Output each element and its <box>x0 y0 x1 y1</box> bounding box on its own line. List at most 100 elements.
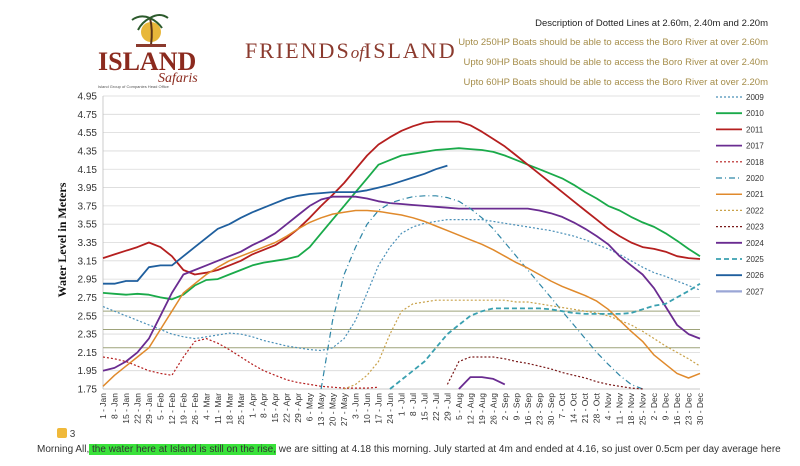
series-line-2010 <box>102 147 701 301</box>
x-tick-label: 26 - Feb <box>190 393 200 425</box>
legend-label-2022: 2022 <box>746 206 764 215</box>
comment-rest: we are sitting at 4.18 this morning. Jul… <box>276 444 781 455</box>
friends-of-island-logo: FRIENDSofISLAND <box>245 38 457 64</box>
y-tick-label: 4.55 <box>78 128 98 139</box>
x-tick-label: 3 - Jun <box>351 393 361 419</box>
y-tick-label: 3.15 <box>78 256 98 267</box>
x-tick-label: 12 - Aug <box>465 393 475 425</box>
description-line-240: Upto 90HP Boats should be able to access… <box>463 57 768 68</box>
x-tick-label: 29 - Apr <box>293 393 303 423</box>
reactions[interactable]: 3 <box>57 428 75 440</box>
y-tick-label: 1.75 <box>78 385 98 396</box>
chart-gridlines <box>102 95 700 390</box>
x-tick-label: 9 - Sep <box>511 393 521 421</box>
y-tick-label: 2.55 <box>78 311 98 322</box>
y-tick-label: 3.95 <box>78 183 98 194</box>
x-tick-label: 15 - Jul <box>419 393 429 421</box>
x-tick-label: 27 - May <box>339 392 349 426</box>
x-tick-label: 26 - Aug <box>488 393 498 425</box>
series-line-2025 <box>389 282 701 390</box>
reaction-count: 3 <box>69 429 76 440</box>
series-line-2021 <box>102 209 701 387</box>
x-tick-label: 11 - Nov <box>615 392 625 424</box>
x-tick-label: 20 - May <box>328 392 338 426</box>
y-axis-label: Water Level in Meters <box>55 182 69 297</box>
x-tick-label: 4 - Mar <box>201 393 211 420</box>
logo-island-word: ISLAND <box>363 38 457 63</box>
x-tick-label: 22 - Jul <box>431 393 441 421</box>
svg-text:ISLAND: ISLAND <box>98 47 196 76</box>
y-tick-label: 3.75 <box>78 201 98 212</box>
series-line-2022 <box>343 299 701 390</box>
legend-label-2027: 2027 <box>746 287 764 296</box>
series-line-2024 <box>458 376 506 390</box>
x-tick-label: 5 - Aug <box>454 393 464 420</box>
x-tick-label: 15 - Apr <box>270 393 280 423</box>
y-tick-label: 3.35 <box>78 238 98 249</box>
x-tick-label: 25 - Nov <box>638 392 648 425</box>
description-line-220: Upto 60HP Boats should be able to access… <box>463 77 768 88</box>
y-tick-label: 1.95 <box>78 366 98 377</box>
thumbs-up-icon <box>57 428 67 438</box>
y-tick-label: 4.15 <box>78 165 98 176</box>
x-tick-label: 23 - Dec <box>684 392 694 425</box>
chart-legend: 2009 2010 2011 2017 2018 2020 2021 2022 2023 2024… <box>716 93 764 296</box>
y-tick-label: 2.95 <box>78 275 98 286</box>
x-tick-label: 25 - Mar <box>236 393 246 425</box>
legend-label-2010: 2010 <box>746 109 764 118</box>
y-tick-label: 2.15 <box>78 348 98 359</box>
legend-label-2009: 2009 <box>746 93 764 102</box>
chart-series <box>102 120 701 390</box>
comment-intro: Morning All, <box>37 444 90 455</box>
x-tick-label: 11 - Mar <box>213 393 223 424</box>
x-tick-label: 18 - Nov <box>626 392 636 425</box>
y-tick-label: 2.75 <box>78 293 98 304</box>
x-tick-label: 29 - Jul <box>442 393 452 421</box>
x-tick-label: 8 - Apr <box>259 393 269 418</box>
svg-text:Island Group of Companies Head: Island Group of Companies Head Office <box>98 84 170 89</box>
legend-label-2018: 2018 <box>746 158 764 167</box>
y-tick-label: 4.95 <box>78 92 98 103</box>
series-line-2023 <box>446 356 643 390</box>
x-tick-label: 23 - Sep <box>534 393 544 425</box>
legend-label-2026: 2026 <box>746 271 764 280</box>
legend-label-2017: 2017 <box>746 142 764 151</box>
x-tick-label: 16 - Dec <box>672 392 682 425</box>
logo-of-word: of <box>350 43 364 62</box>
x-tick-label: 13 - May <box>316 392 326 426</box>
x-tick-label: 21 - Oct <box>580 392 590 423</box>
logo-friends-word: FRIENDS <box>245 38 351 63</box>
x-tick-label: 17 - Jun <box>374 393 384 424</box>
y-tick-label: 3.55 <box>78 220 98 231</box>
series-line-2026 <box>103 164 448 285</box>
x-tick-label: 14 - Oct <box>569 392 579 423</box>
legend-label-2021: 2021 <box>746 190 764 199</box>
x-tick-label: 4 - Nov <box>603 392 613 420</box>
x-tick-label: 9 - Dec <box>661 392 671 420</box>
x-tick-label: 22 - Apr <box>282 393 292 423</box>
x-tick-label: 29 - Jan <box>144 393 154 424</box>
y-axis-ticks: 4.95 4.75 4.55 4.35 4.15 3.95 3.75 3.55 3.35 3.15… <box>78 92 98 396</box>
legend-label-2025: 2025 <box>746 255 764 264</box>
x-tick-label: 22 - Jan <box>132 393 142 424</box>
x-tick-label: 16 - Sep <box>523 393 533 425</box>
x-tick-label: 8 - Jan <box>109 393 119 419</box>
legend-label-2020: 2020 <box>746 174 764 183</box>
y-tick-label: 2.35 <box>78 330 98 341</box>
comment-highlight: the water here at Island is still on the… <box>89 444 277 455</box>
palm-tree-icon: ISLAND Safaris Island Group of Companies… <box>98 14 198 89</box>
y-tick-label: 4.35 <box>78 146 98 157</box>
legend-label-2023: 2023 <box>746 223 764 232</box>
series-line-2017 <box>102 195 701 372</box>
x-tick-label: 8 - Jul <box>408 393 418 416</box>
x-axis-ticks: 1 - Jan 8 - Jan 15 - Jan 22 - Jan 29 - Jan 5 … <box>98 392 705 426</box>
x-tick-label: 6 - May <box>305 392 315 421</box>
x-tick-label: 30 - Sep <box>546 393 556 425</box>
y-tick-label: 4.75 <box>78 110 98 121</box>
dotted-lines-description-title: Description of Dotted Lines at 2.60m, 2.… <box>535 18 768 29</box>
x-tick-label: 24 - Jun <box>385 393 395 424</box>
series-line-2011 <box>102 120 701 276</box>
comment-text: Morning All, the water here at Island is… <box>37 444 781 455</box>
x-tick-label: 10 - Jun <box>362 393 372 424</box>
